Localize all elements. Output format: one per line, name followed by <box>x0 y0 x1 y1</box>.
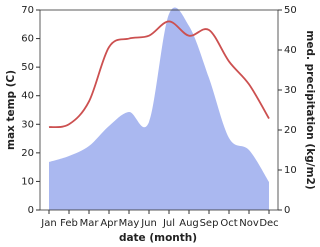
y2-axis-label: med. precipitation (kg/m2) <box>304 30 316 189</box>
y2-tick-label: 40 <box>284 45 297 56</box>
x-tick-label: Nov <box>239 218 259 229</box>
y-tick-label: 60 <box>21 34 34 45</box>
temp-line <box>48 20 270 129</box>
y-axis-label: max temp (C) <box>5 70 17 150</box>
y-tick-label: 50 <box>21 62 34 73</box>
x-tick-label: Oct <box>220 218 237 229</box>
x-tick-label: Mar <box>80 218 100 229</box>
x-tick-label: May <box>119 218 140 229</box>
x-tick-label: Jan <box>40 218 56 229</box>
x-axis-label: date (month) <box>119 232 197 244</box>
x-tick-label: Feb <box>60 218 78 229</box>
y2-tick-label: 50 <box>284 5 297 16</box>
y2-tick-label: 10 <box>284 165 297 176</box>
x-tick-label: Aug <box>179 218 199 229</box>
y2-tick-label: 0 <box>284 205 290 216</box>
precipitation-area <box>49 7 269 211</box>
x-tick-label: Jun <box>140 218 157 229</box>
plot-frame <box>39 9 279 211</box>
x-tick-label: Apr <box>100 218 118 229</box>
y2-tick-label: 30 <box>284 85 297 96</box>
y-tick-label: 40 <box>21 91 34 102</box>
x-tick-label: Jul <box>162 218 175 229</box>
y-tick-label: 70 <box>21 5 34 16</box>
y-tick-label: 30 <box>21 119 34 130</box>
y-tick-label: 10 <box>21 176 34 187</box>
y2-tick-label: 20 <box>284 125 297 136</box>
x-tick-label: Dec <box>259 218 278 229</box>
y-tick-label: 20 <box>21 148 34 159</box>
y-tick-label: 0 <box>28 205 34 216</box>
x-tick-label: Sep <box>200 218 219 229</box>
